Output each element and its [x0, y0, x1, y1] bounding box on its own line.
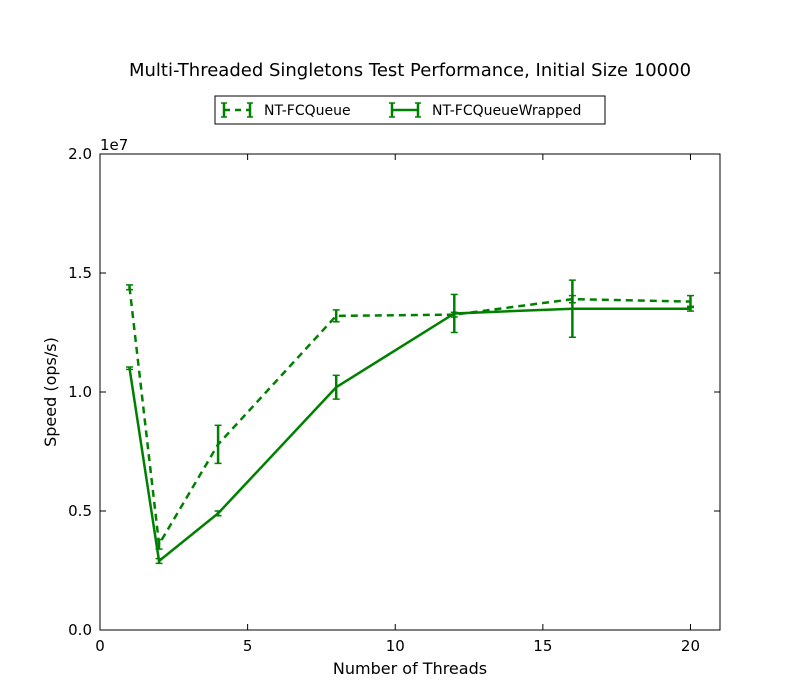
legend-label: NT-FCQueueWrapped: [432, 103, 581, 119]
y-tick-label: 2.0: [68, 145, 92, 163]
y-axis: 0.0 0.5 1.0 1.5 2.0: [68, 145, 720, 639]
y-tick-label: 1.0: [68, 383, 92, 401]
x-axis: 0 5 10 15 20: [95, 154, 700, 655]
y-tick-label: 0.5: [68, 502, 92, 520]
x-tick-label: 0: [95, 637, 105, 655]
x-tick-label: 20: [681, 637, 700, 655]
legend: NT-FCQueue NT-FCQueueWrapped: [214, 95, 606, 125]
chart-title: Multi-Threaded Singletons Test Performan…: [129, 60, 691, 81]
series-line: [128, 287, 691, 549]
x-axis-label: Number of Threads: [333, 659, 487, 678]
y-offset-label: 1e7: [100, 136, 128, 154]
series-nt-fcqueue: [126, 284, 694, 550]
series-layer: [126, 279, 694, 565]
y-axis-label: Speed (ops/s): [41, 337, 60, 447]
legend-entry: NT-FCQueueWrapped: [389, 102, 581, 119]
series-line: [128, 307, 691, 564]
legend-label: NT-FCQueue: [264, 103, 351, 119]
series-nt-fcqueuewrapped: [126, 279, 694, 565]
y-tick-label: 1.5: [68, 264, 92, 282]
y-tick-label: 0.0: [68, 621, 92, 639]
plot-area: [99, 153, 721, 631]
x-tick-label: 15: [533, 637, 552, 655]
legend-entry: NT-FCQueue: [221, 102, 351, 119]
x-tick-label: 10: [386, 637, 405, 655]
x-tick-label: 5: [243, 637, 253, 655]
